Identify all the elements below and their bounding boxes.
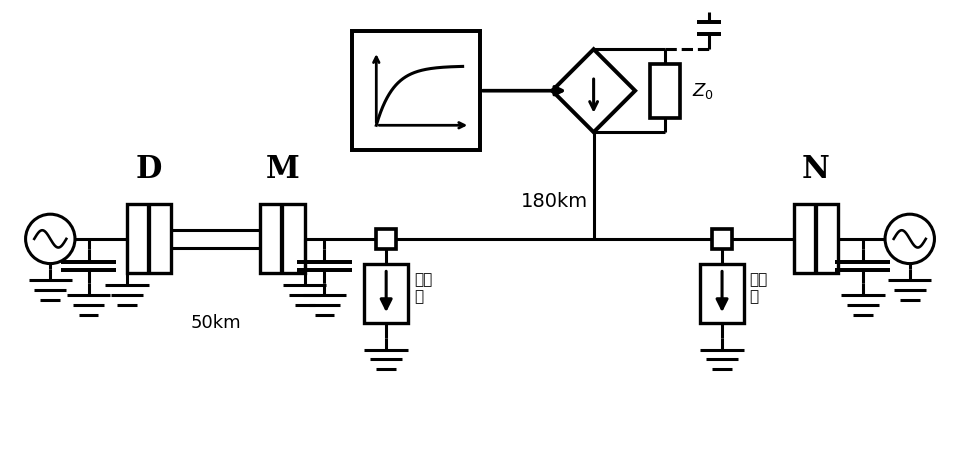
Text: N: N bbox=[802, 154, 830, 185]
Bar bbox=[364, 263, 408, 323]
Bar bbox=[700, 263, 743, 323]
Text: D: D bbox=[136, 154, 162, 185]
Text: 避雷
器: 避雷 器 bbox=[750, 272, 768, 304]
Text: 避雷
器: 避雷 器 bbox=[414, 272, 432, 304]
Bar bbox=[377, 229, 396, 249]
Text: $Z_0$: $Z_0$ bbox=[692, 81, 715, 101]
Bar bbox=[351, 31, 480, 150]
Text: 180km: 180km bbox=[521, 192, 587, 211]
Text: 50km: 50km bbox=[191, 314, 241, 332]
Bar bbox=[260, 204, 304, 274]
Bar bbox=[127, 204, 171, 274]
Text: M: M bbox=[266, 154, 299, 185]
Bar bbox=[650, 63, 680, 118]
Bar bbox=[794, 204, 838, 274]
Bar bbox=[713, 229, 732, 249]
Polygon shape bbox=[552, 49, 636, 132]
